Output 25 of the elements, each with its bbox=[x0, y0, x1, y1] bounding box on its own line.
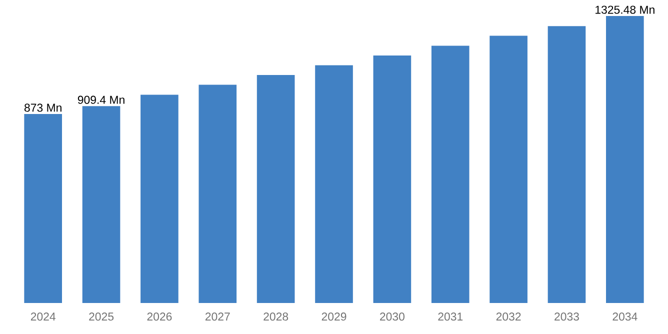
x-tick-label: 2033 bbox=[554, 312, 579, 321]
bar bbox=[198, 84, 237, 303]
bar bbox=[373, 56, 412, 303]
x-tick-label: 2024 bbox=[30, 312, 56, 321]
bar bbox=[548, 26, 586, 303]
bar bbox=[140, 94, 178, 303]
x-tick-label: 2034 bbox=[612, 312, 638, 321]
bar bbox=[431, 46, 470, 303]
x-tick-label: 2032 bbox=[496, 312, 521, 321]
data-label: 1325.48 Mn bbox=[596, 6, 654, 14]
data-label: 873 Mn bbox=[24, 104, 62, 112]
x-tick-label: 2029 bbox=[322, 312, 346, 321]
bar bbox=[315, 65, 353, 303]
x-tick-label: 2028 bbox=[264, 312, 288, 321]
bar bbox=[24, 114, 62, 303]
bar bbox=[82, 106, 120, 303]
x-tick-label: 2030 bbox=[380, 312, 404, 321]
data-label: 909.4 Mn bbox=[78, 96, 124, 104]
bar bbox=[606, 16, 644, 303]
x-tick-label: 2026 bbox=[147, 312, 172, 321]
x-tick-label: 2027 bbox=[205, 312, 230, 321]
bar bbox=[490, 36, 528, 303]
x-tick-label: 2025 bbox=[89, 312, 114, 321]
x-tick-label: 2031 bbox=[438, 312, 463, 321]
bar bbox=[256, 74, 295, 303]
